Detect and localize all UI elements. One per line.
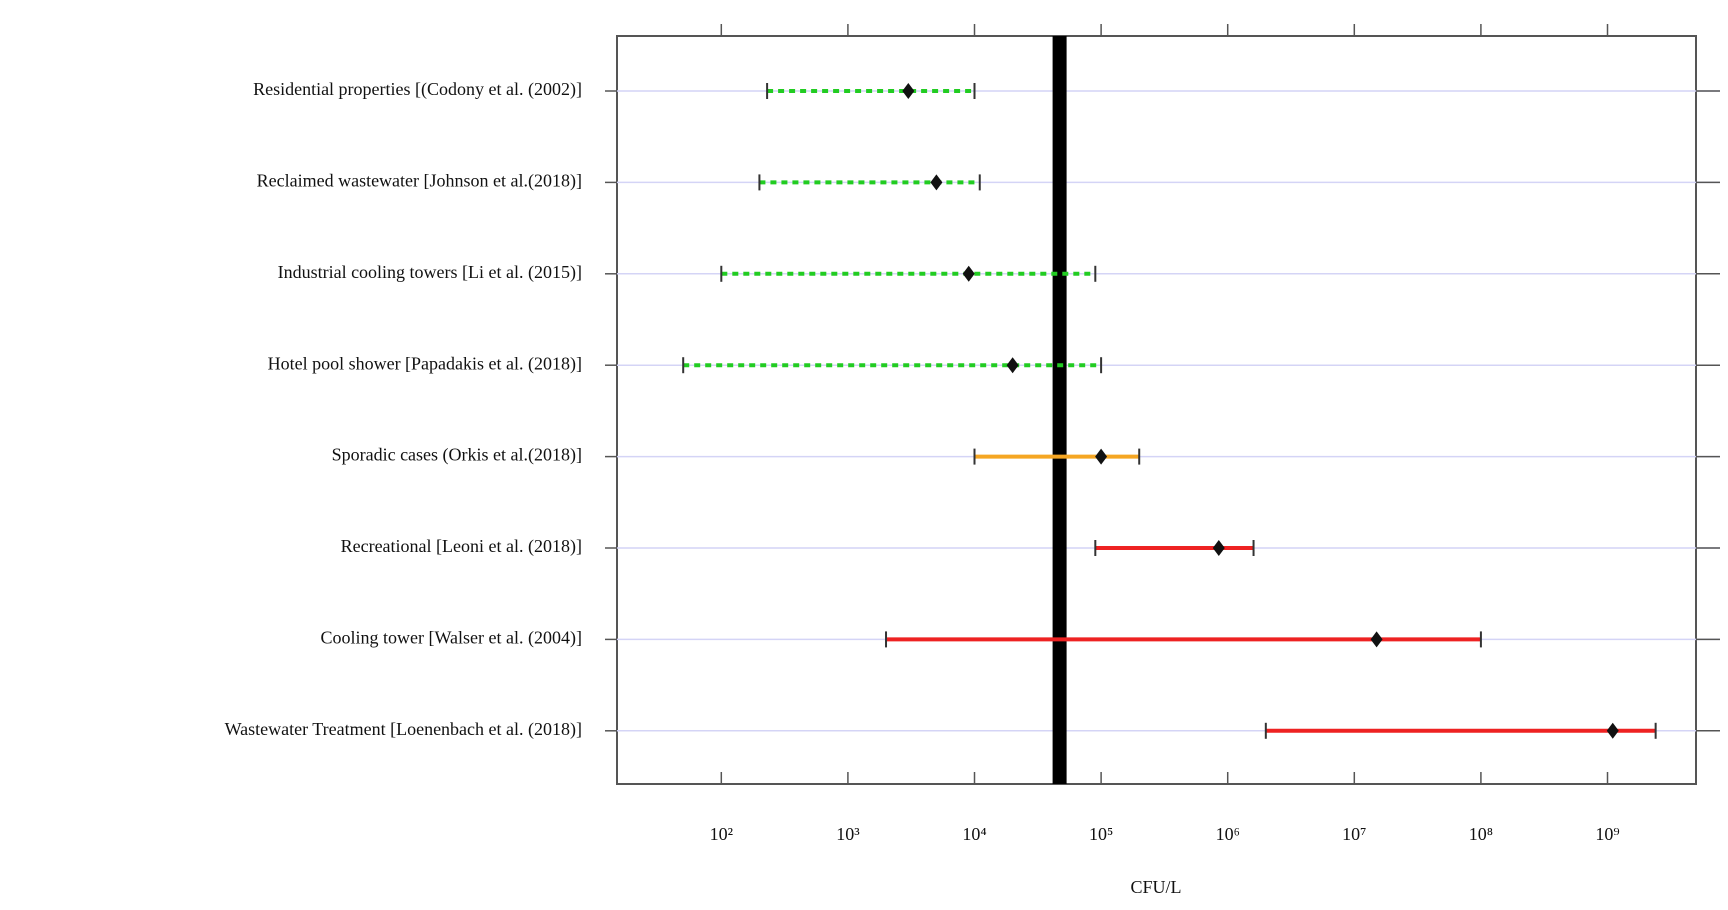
plot-frame <box>616 35 1697 785</box>
x-tick-label: 10³ <box>836 824 860 844</box>
x-tick-label: 10⁹ <box>1595 824 1619 844</box>
x-axis-title: CFU/L <box>1130 877 1181 897</box>
point <box>930 174 943 191</box>
point <box>1370 631 1383 648</box>
point <box>962 265 975 282</box>
y-tick-label: Residential properties [(Codony et al. (… <box>253 79 582 100</box>
x-tick-label: 10⁵ <box>1089 824 1113 844</box>
x-tick-label: 10² <box>710 824 733 844</box>
y-tick-label: Hotel pool shower [Papadakis et al. (201… <box>268 353 582 374</box>
point <box>902 83 915 99</box>
y-tick-label: Wastewater Treatment [Loenenbach et al. … <box>225 719 582 740</box>
y-tick-label: Reclaimed wastewater [Johnson et al.(201… <box>257 171 582 192</box>
y-tick-label: Recreational [Leoni et al. (2018)] <box>341 536 582 557</box>
y-tick-label: Sporadic cases (Orkis et al.(2018)] <box>332 445 582 466</box>
point <box>1006 357 1019 374</box>
point <box>1212 540 1225 556</box>
y-tick-label: Cooling tower [Walser et al. (2004)] <box>321 628 582 649</box>
x-tick-label: 10⁸ <box>1469 824 1493 844</box>
point <box>1095 448 1108 465</box>
x-tick-label: 10⁴ <box>962 824 986 844</box>
x-tick-label: 10⁶ <box>1216 824 1240 844</box>
y-tick-label: Industrial cooling towers [Li et al. (20… <box>278 262 582 283</box>
point <box>1606 722 1619 739</box>
x-tick-label: 10⁷ <box>1342 824 1366 844</box>
